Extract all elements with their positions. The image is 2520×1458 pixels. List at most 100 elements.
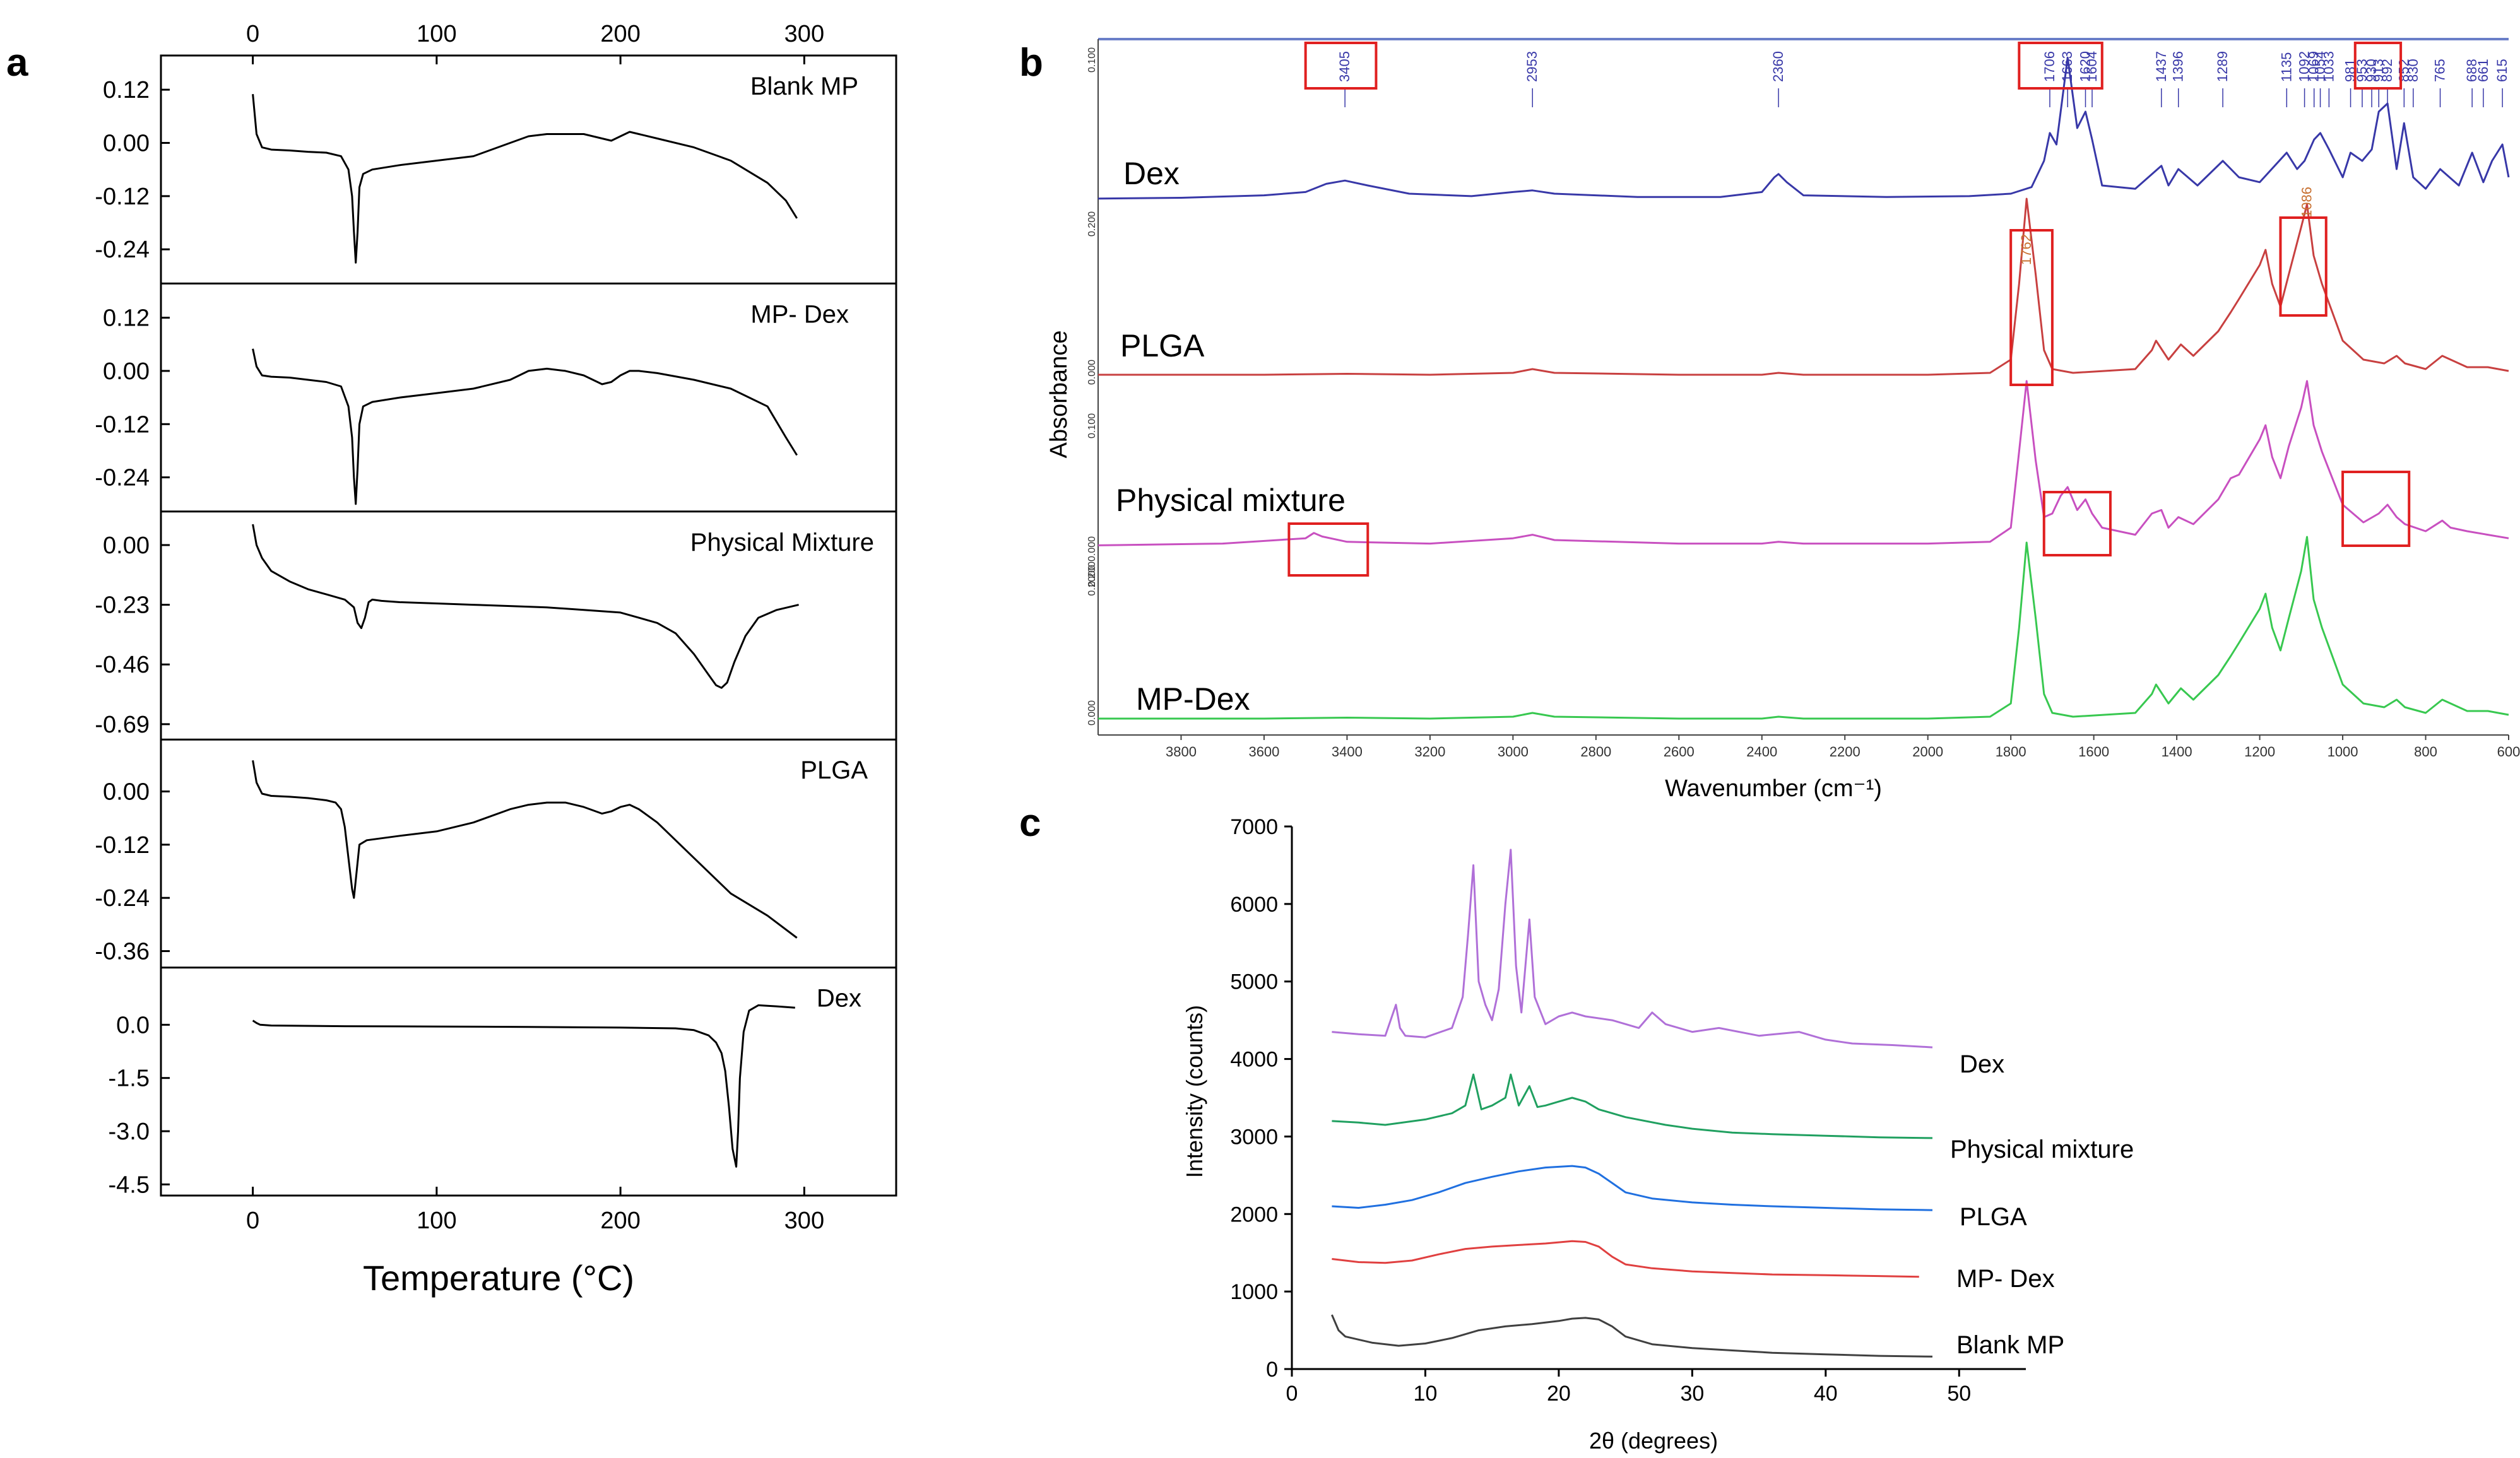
panel-c-ytick-label: 3000 bbox=[1230, 1125, 1278, 1149]
panel-a-frame bbox=[160, 54, 897, 1197]
panel-a-ytick-label: -0.12 bbox=[95, 832, 150, 859]
panel-b-peak-label: 2953 bbox=[1524, 51, 1540, 82]
panel-c-ytick-label: 0 bbox=[1266, 1358, 1278, 1382]
panel-c-ytick-label: 6000 bbox=[1230, 893, 1278, 917]
panel-a-curve-mp-dex bbox=[252, 348, 798, 505]
panel-b-highlight-box bbox=[2279, 216, 2328, 317]
panel-a-ytick-label: 0.00 bbox=[103, 532, 150, 559]
panel-b-peak-label: 1092 bbox=[2297, 51, 2312, 82]
panel-b-peak-label: 1620 bbox=[2078, 51, 2093, 82]
panel-b-peak-label: 1033 bbox=[2321, 51, 2336, 82]
panel-b-series-label: PLGA bbox=[1120, 328, 1205, 363]
panel-b-xtick-label: 1800 bbox=[1996, 744, 2026, 760]
panel-b-xtick-label: 3200 bbox=[1414, 744, 1445, 760]
panel-b-xtick-label: 600 bbox=[2497, 744, 2520, 760]
panel-a-ytick-label: -0.24 bbox=[95, 885, 150, 912]
panel-b-highlight-box bbox=[1287, 522, 1369, 577]
panel-a-bottom-tick-label: 300 bbox=[784, 1208, 824, 1234]
panel-b-peak-label-orange: 1086 bbox=[2299, 187, 2315, 218]
panel-b-highlight-box bbox=[2353, 42, 2403, 90]
panel-b-peak-label: 913 bbox=[2370, 59, 2386, 82]
panel-b-ytick-label: 0.200 bbox=[1087, 211, 1097, 237]
panel-c-xtick-label: 30 bbox=[1680, 1382, 1704, 1406]
panel-a-bottom-tick-label: 200 bbox=[600, 1208, 640, 1234]
panel-b-label: b bbox=[1019, 41, 1043, 85]
panel-a-ytick-label: 0.0 bbox=[116, 1012, 150, 1038]
panel-c-xrd: 0 10 20 30 40 50 0 1000 2000 3000 4000 5000 6000 7000… bbox=[1230, 815, 2134, 1406]
panel-b-peak-label: 2360 bbox=[1770, 51, 1786, 82]
panel-b-spectrum-mp-dex bbox=[1098, 536, 2509, 720]
panel-a-top-tick-label: 0 bbox=[246, 21, 259, 47]
panel-b-peak-label: 892 bbox=[2379, 59, 2395, 82]
panel-b-series-label: Physical mixture bbox=[1116, 483, 1346, 518]
panel-a-xlabel: Temperature (°C) bbox=[363, 1258, 634, 1298]
panel-b-peak-label: 1437 bbox=[2153, 51, 2169, 82]
panel-b-xtick-label: 2800 bbox=[1580, 744, 1611, 760]
panel-a-label: a bbox=[6, 41, 28, 85]
panel-c-xtick-label: 40 bbox=[1814, 1382, 1838, 1406]
panel-c-series-label: MP- Dex bbox=[1956, 1265, 2055, 1293]
panel-a-top-tick-label: 100 bbox=[417, 21, 456, 47]
panel-b-ftir: 3800 3600 3400 3200 3000 2800 2600 2400 2200 2000… bbox=[1087, 38, 2520, 760]
panel-c-ytick-label: 1000 bbox=[1230, 1280, 1278, 1304]
panel-a-series-label: Blank MP bbox=[750, 73, 858, 100]
panel-b-xtick-label: 2200 bbox=[1830, 744, 1860, 760]
panel-a-dsc: 0 0 100 100 200 200 300 300 0.12 0.00 -0.12 -0.24 Bl… bbox=[95, 21, 897, 1234]
panel-b-peak-label: 688 bbox=[2464, 59, 2480, 82]
panel-c-ytick-label: 7000 bbox=[1230, 815, 1278, 839]
panel-b-xtick-label: 3000 bbox=[1498, 744, 1529, 760]
panel-a-series-label: MP- Dex bbox=[750, 300, 849, 328]
panel-a-ytick-label: 0.00 bbox=[103, 358, 150, 385]
panel-b-ytick-label: 0.100 bbox=[1087, 413, 1097, 438]
panel-a-ytick-label: -0.24 bbox=[95, 237, 150, 263]
panel-b-highlight-box bbox=[2341, 471, 2411, 547]
panel-c-xlabel: 2θ (degrees) bbox=[1589, 1428, 1718, 1454]
panel-b-spectrum-physical-mixture bbox=[1097, 380, 2509, 546]
panel-b-peak-label: 830 bbox=[2405, 59, 2421, 82]
panel-b-highlight-box bbox=[2009, 229, 2054, 386]
panel-c-pattern-physical-mixture bbox=[1332, 1073, 1933, 1139]
panel-b-xtick-label: 1600 bbox=[2078, 744, 2109, 760]
panel-a-ytick-label: -0.23 bbox=[95, 592, 150, 619]
panel-a-top-tick-label: 200 bbox=[600, 21, 640, 47]
panel-a-ytick-label: 0.00 bbox=[103, 779, 150, 805]
panel-b-ytick-label: 0.000 bbox=[1087, 360, 1097, 385]
panel-a-ytick-label: -0.12 bbox=[95, 184, 150, 210]
panel-a-ytick-label: 0.00 bbox=[103, 131, 150, 157]
panel-c-ytick-label: 5000 bbox=[1230, 970, 1278, 994]
panel-b-xtick-label: 2000 bbox=[1912, 744, 1943, 760]
panel-a-ytick-label: -0.69 bbox=[95, 712, 150, 738]
panel-b-peak-label: 1054 bbox=[2312, 51, 2328, 82]
panel-b-peak-label: 953 bbox=[2354, 59, 2370, 82]
panel-a-ytick-label: -0.36 bbox=[95, 939, 150, 965]
panel-b-peak-label: 1135 bbox=[2278, 52, 2294, 82]
panel-b-peak-label: 1069 bbox=[2306, 51, 2322, 82]
panel-b-ytick-label: 0.2000 bbox=[1087, 565, 1097, 596]
panel-b-peak-label: 1604 bbox=[2084, 51, 2100, 82]
panel-b-spectrum-dex bbox=[1097, 56, 2510, 200]
panel-b-peak-label-orange: 1762 bbox=[2018, 234, 2034, 265]
panel-b-peak-label: 1706 bbox=[2042, 51, 2057, 82]
panel-c-ylabel: Intensity (counts) bbox=[1181, 1005, 1207, 1178]
panel-b-xtick-label: 3600 bbox=[1248, 744, 1279, 760]
panel-b-ytick-label: 0.100 bbox=[1087, 47, 1097, 73]
panel-b-xtick-label: 1200 bbox=[2244, 744, 2275, 760]
panel-b-xtick-label: 800 bbox=[2414, 744, 2437, 760]
panel-b-highlight-box bbox=[2042, 491, 2112, 556]
panel-b-peak-label: 615 bbox=[2494, 59, 2510, 82]
panel-b-highlight-box bbox=[1304, 42, 1378, 90]
panel-b-peak-label: 930 bbox=[2363, 59, 2379, 82]
panel-a-bottom-tick-label: 100 bbox=[417, 1208, 456, 1234]
panel-b-ytick-label: 0.000 bbox=[1087, 700, 1097, 726]
panel-a-series-label: Dex bbox=[817, 985, 861, 1013]
panel-b-xtick-label: 1000 bbox=[2328, 744, 2358, 760]
panel-b-ytick-label: 0.2000.000 bbox=[1087, 536, 1097, 587]
panel-c-series-label: Blank MP bbox=[1956, 1331, 2064, 1359]
panel-b-peak-label: 1663 bbox=[2059, 51, 2075, 82]
panel-c-series-label: PLGA bbox=[1960, 1203, 2027, 1231]
panel-c-ytick-label: 2000 bbox=[1230, 1202, 1278, 1226]
panel-c-xtick-label: 20 bbox=[1547, 1382, 1571, 1406]
panel-a-curve-blank-mp bbox=[252, 94, 798, 264]
panel-b-ylabel: Absorbance bbox=[1046, 331, 1072, 459]
